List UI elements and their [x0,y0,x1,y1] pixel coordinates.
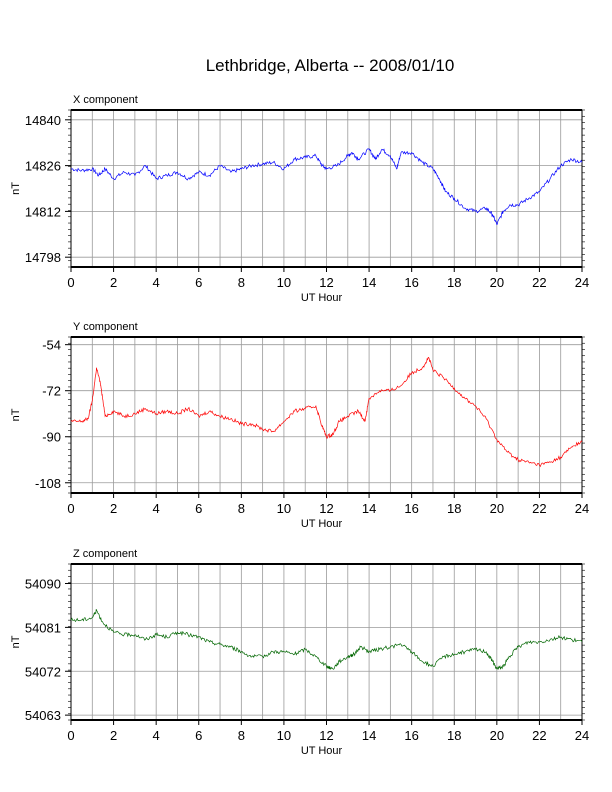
y-axis-label: nT [10,408,22,421]
x-axis-label: UT Hour [301,745,343,757]
x-tick-label: 4 [153,501,160,516]
panel-title: X component [73,94,138,106]
x-tick-label: 22 [532,728,546,743]
y-tick-label: -72 [42,384,61,399]
x-tick-label: 6 [195,501,202,516]
page-title: Lethbridge, Alberta -- 2008/01/10 [205,56,455,75]
y-tick-label: 14812 [25,204,61,219]
x-axis-label: UT Hour [301,292,343,304]
x-tick-label: 12 [319,501,333,516]
x-axis-label: UT Hour [301,518,343,530]
y-tick-label: -90 [42,430,61,445]
series-line [70,357,583,468]
y-tick-label: -54 [42,338,61,353]
x-tick-label: 22 [532,501,546,516]
x-tick-label: 10 [277,275,291,290]
y-axis-label: nT [10,182,22,195]
x-tick-label: 16 [404,275,418,290]
x-tick-label: 14 [362,501,376,516]
x-tick-label: 14 [362,275,376,290]
x-tick-label: 24 [575,501,589,516]
y-tick-label: 14826 [25,159,61,174]
x-tick-label: 20 [490,275,504,290]
y-tick-label: 54090 [25,577,61,592]
x-tick-label: 4 [153,728,160,743]
panel-title: Z component [73,548,137,560]
x-tick-label: 14 [362,728,376,743]
x-tick-label: 0 [67,501,74,516]
y-tick-label: 54081 [25,620,61,635]
x-tick-label: 18 [447,275,461,290]
x-tick-label: 16 [404,501,418,516]
x-tick-label: 16 [404,728,418,743]
series-line [70,609,583,670]
panel-title: Y component [73,321,138,333]
chart-panel-1: 0 2 4 6 8 10 12 14 16 18 20 22 241479814812148261484… [10,94,589,304]
y-tick-label: 54063 [25,708,61,723]
x-tick-label: 6 [195,728,202,743]
series-line [70,148,583,226]
y-tick-label: 14840 [25,113,61,128]
x-tick-label: 20 [490,501,504,516]
x-tick-label: 8 [238,501,245,516]
x-tick-label: 10 [277,501,291,516]
x-tick-label: 24 [575,275,589,290]
x-tick-label: 8 [238,275,245,290]
x-tick-label: 18 [447,728,461,743]
x-tick-label: 2 [110,501,117,516]
x-tick-label: 8 [238,728,245,743]
x-tick-label: 22 [532,275,546,290]
x-tick-label: 12 [319,275,333,290]
x-tick-label: 20 [490,728,504,743]
y-tick-label: -108 [35,476,61,491]
x-tick-label: 0 [67,728,74,743]
x-tick-label: 2 [110,728,117,743]
x-tick-label: 18 [447,501,461,516]
y-axis-label: nT [10,635,22,648]
x-tick-label: 0 [67,275,74,290]
x-tick-label: 10 [277,728,291,743]
y-tick-label: 14798 [25,250,61,265]
x-tick-label: 12 [319,728,333,743]
x-tick-label: 24 [575,728,589,743]
x-tick-label: 2 [110,275,117,290]
x-tick-label: 4 [153,275,160,290]
chart-panel-3: 0 2 4 6 8 10 12 14 16 18 20 22 245406354072540815409… [10,548,589,757]
y-tick-label: 54072 [25,664,61,679]
x-tick-label: 6 [195,275,202,290]
